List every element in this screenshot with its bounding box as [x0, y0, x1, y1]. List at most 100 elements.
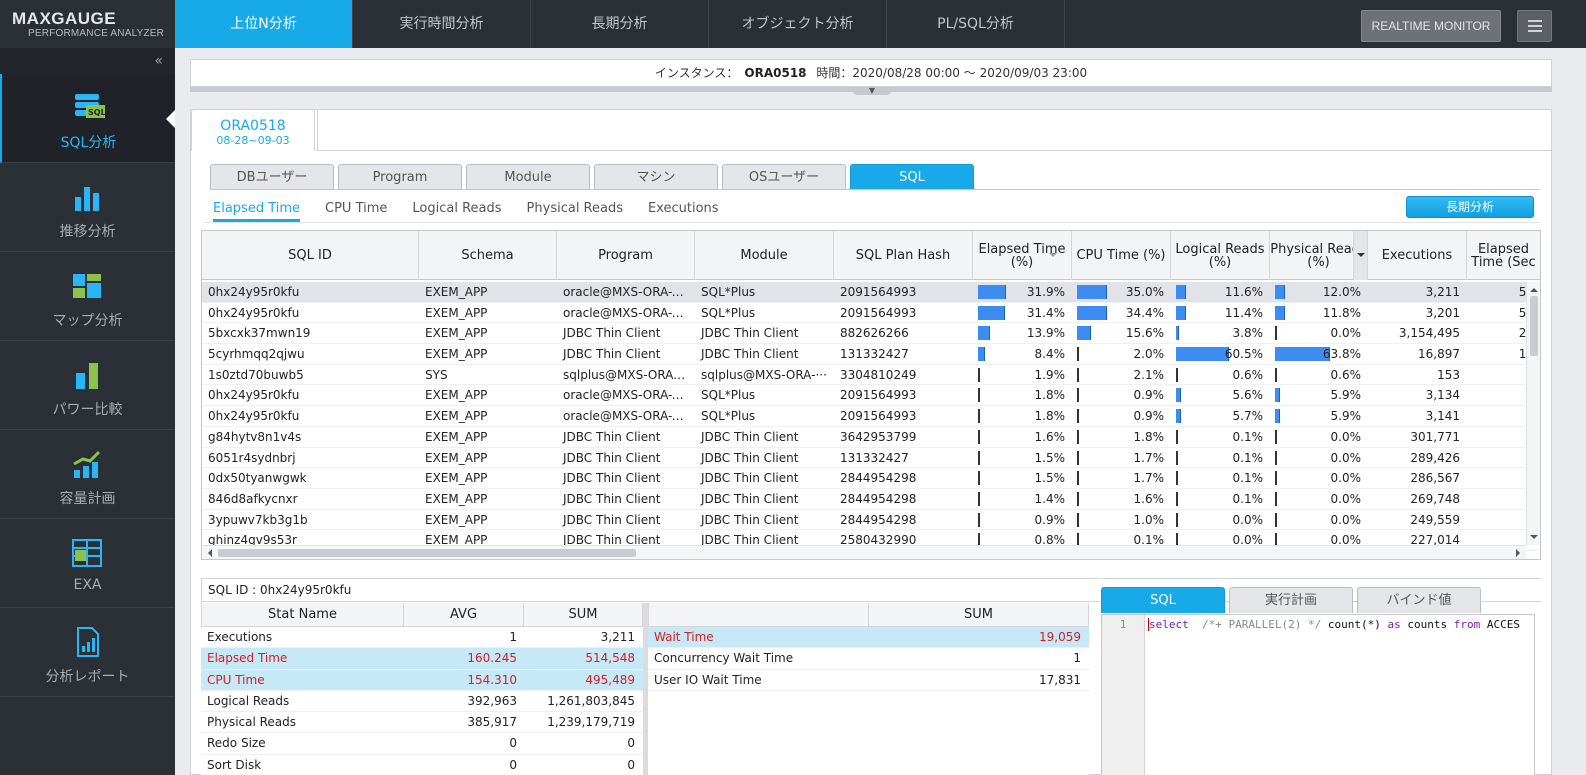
- table-row[interactable]: 0hx24y95r0kfu EXEM_APP oracle@MXS-ORA-V···…: [202, 385, 1540, 407]
- cell-sql-id: 5bxcxk37mwn19: [208, 326, 311, 341]
- tab-db-user[interactable]: DBユーザー: [210, 164, 334, 190]
- vertical-scrollbar[interactable]: [1526, 282, 1540, 545]
- sidebar-item-sql-analysis[interactable]: SQL SQL分析: [0, 74, 175, 163]
- sql-text: (*): [1360, 618, 1388, 631]
- stat-row[interactable]: Redo Size 0 0: [201, 733, 643, 755]
- stat-row[interactable]: Sort Disk 0 0: [201, 755, 643, 775]
- stat-name: Physical Reads: [207, 715, 297, 730]
- pct-value: 0.6%: [1330, 367, 1362, 382]
- stat-name: Redo Size: [207, 736, 266, 751]
- metric-tab-elapsed-time[interactable]: Elapsed Time: [213, 201, 301, 222]
- sidebar-item-analysis-report[interactable]: 分析レポート: [0, 608, 175, 697]
- pct-value: 0.0%: [1330, 512, 1362, 527]
- hamburger-menu-button[interactable]: [1517, 10, 1552, 42]
- tab-object-analysis[interactable]: オブジェクト分析: [709, 0, 887, 48]
- cell-hash: 2091564993: [840, 388, 917, 403]
- sidebar-item-trend-analysis[interactable]: 推移分析: [0, 163, 175, 252]
- grid-header-cell[interactable]: Module: [695, 231, 834, 280]
- stat-sum: 1,239,179,719: [547, 715, 635, 730]
- sidebar-item-capacity-planning[interactable]: 容量計画: [0, 430, 175, 519]
- stat-row[interactable]: Physical Reads 385,917 1,239,179,719: [201, 712, 643, 734]
- panel-splitter[interactable]: [643, 603, 648, 775]
- tab-long-term-analysis[interactable]: 長期分析: [531, 0, 709, 48]
- tab-execution-plan[interactable]: 実行計画: [1229, 587, 1353, 613]
- pct-value: 1.8%: [1034, 409, 1066, 424]
- grid-header-cell[interactable]: Executions: [1368, 231, 1467, 280]
- grid-header-cell[interactable]: SQL ID: [202, 231, 419, 280]
- long-term-analysis-button[interactable]: 長期分析: [1406, 196, 1534, 218]
- table-row[interactable]: 1s0ztd70buwb5 SYS sqlplus@MXS-ORA-··· sqlpl…: [202, 365, 1540, 386]
- table-row[interactable]: g84hytv8n1v4s EXEM_APP JDBC Thin Client JDB…: [202, 427, 1540, 448]
- pct-value: 1.9%: [1034, 367, 1066, 382]
- tab-plsql-analysis[interactable]: PL/SQL分析: [887, 0, 1065, 48]
- instance-tab[interactable]: ORA0518 08-28~09-03: [191, 109, 315, 151]
- cell-physical-pct: 11.8%: [1270, 303, 1368, 323]
- grid-header-cell[interactable]: Program: [557, 231, 695, 280]
- metric-tab-logical-reads[interactable]: Logical Reads: [412, 201, 502, 216]
- grid-header-cell[interactable]: Schema: [419, 231, 557, 280]
- grid-header-cell[interactable]: Elapsed Time (%): [973, 231, 1072, 280]
- realtime-monitor-button[interactable]: REALTIME MONITOR: [1361, 10, 1501, 42]
- cell-module: JDBC Thin Client: [701, 471, 799, 486]
- table-row[interactable]: 0hx24y95r0kfu EXEM_APP oracle@MXS-ORA-V···…: [202, 406, 1540, 427]
- stat-row[interactable]: Logical Reads 392,963 1,261,803,845: [201, 691, 643, 713]
- stat-row[interactable]: Elapsed Time 160.245 514,548: [201, 648, 643, 670]
- table-row[interactable]: 0hx24y95r0kfu EXEM_APP oracle@MXS-ORA-V···…: [202, 282, 1540, 303]
- cell-program: JDBC Thin Client: [563, 429, 661, 444]
- tab-top-n-analysis[interactable]: 上位N分析: [175, 0, 353, 48]
- tab-os-user[interactable]: OSユーザー: [722, 164, 846, 190]
- bar-chart-icon: [75, 187, 99, 211]
- stat-row[interactable]: Executions 1 3,211: [201, 627, 643, 649]
- tab-execution-time-analysis[interactable]: 実行時間分析: [353, 0, 531, 48]
- table-row[interactable]: 5bxcxk37mwn19 EXEM_APP JDBC Thin Client JDB…: [202, 323, 1540, 345]
- table-row[interactable]: 3ypuwv7kb3g1b EXEM_APP JDBC Thin Client JDB…: [202, 510, 1540, 531]
- grid-header-cell[interactable]: SQL Plan Hash: [834, 231, 973, 280]
- grid-header-cell[interactable]: CPU Time (%): [1072, 231, 1171, 280]
- grid-header-cell[interactable]: Logical Reads (%): [1171, 231, 1270, 280]
- grid-header-cell[interactable]: Elapsed Time (Sec: [1467, 231, 1540, 280]
- tab-program[interactable]: Program: [338, 164, 462, 190]
- sidebar-item-power-compare[interactable]: パワー比較: [0, 341, 175, 430]
- pct-value: 0.9%: [1133, 388, 1165, 403]
- tab-bind-values[interactable]: バインド値: [1357, 587, 1481, 613]
- column-menu-icon[interactable]: [1353, 231, 1367, 280]
- sql-editor[interactable]: 1 select /*+ PARALLEL(2) */ count(*) as …: [1101, 614, 1535, 775]
- sort-desc-icon: [1049, 253, 1057, 261]
- expand-toggle-button[interactable]: ▼: [853, 87, 891, 95]
- tab-sql-text[interactable]: SQL: [1101, 587, 1225, 613]
- wait-row[interactable]: User IO Wait Time 17,831: [648, 670, 1089, 691]
- sidebar-item-exa[interactable]: EXA: [0, 519, 175, 608]
- pct-value: 5.6%: [1232, 388, 1264, 403]
- cell-schema: SYS: [425, 367, 448, 382]
- tab-sql[interactable]: SQL: [850, 164, 974, 190]
- tab-module[interactable]: Module: [466, 164, 590, 190]
- cell-elapsed-pct: 1.6%: [973, 427, 1072, 447]
- sidebar-item-map-analysis[interactable]: マップ分析: [0, 252, 175, 341]
- cell-elapsed-pct: 1.8%: [973, 385, 1072, 405]
- pct-value: 0.0%: [1330, 471, 1362, 486]
- sidebar-collapse-button[interactable]: «: [0, 48, 175, 74]
- tab-machine[interactable]: マシン: [594, 164, 718, 190]
- cell-executions: 16,897: [1418, 347, 1460, 362]
- horizontal-scrollbar[interactable]: [202, 545, 1526, 559]
- table-row[interactable]: 0dx50tyanwgwk EXEM_APP JDBC Thin Client JDB…: [202, 468, 1540, 489]
- pct-value: 0.1%: [1232, 491, 1264, 506]
- table-row[interactable]: 5cyrhmqq2qjwu EXEM_APP JDBC Thin Client JDB…: [202, 344, 1540, 365]
- metric-tab-physical-reads[interactable]: Physical Reads: [526, 201, 623, 216]
- metric-tab-cpu-time[interactable]: CPU Time: [325, 201, 388, 216]
- stat-sum: 495,489: [585, 672, 635, 687]
- page-scrollbar[interactable]: [1552, 109, 1561, 775]
- stat-name: Sort Disk: [207, 757, 262, 772]
- grid-header-cell[interactable]: Physical Reads (%): [1270, 231, 1368, 280]
- table-row[interactable]: 6051r4sydnbrj EXEM_APP JDBC Thin Client JDB…: [202, 448, 1540, 469]
- table-row[interactable]: 0hx24y95r0kfu EXEM_APP oracle@MXS-ORA-V···…: [202, 303, 1540, 324]
- metric-tab-executions[interactable]: Executions: [648, 201, 719, 216]
- logo-subtitle: PERFORMANCE ANALYZER: [28, 28, 165, 39]
- wait-row[interactable]: Concurrency Wait Time 1: [648, 648, 1089, 670]
- table-row[interactable]: 846d8afkycnxr EXEM_APP JDBC Thin Client JDB…: [202, 489, 1540, 510]
- wait-row[interactable]: Wait Time 19,059: [648, 627, 1089, 649]
- cell-elapsed-pct: 31.4%: [973, 303, 1072, 323]
- cell-sql-id: 0hx24y95r0kfu: [208, 285, 300, 299]
- stat-row[interactable]: CPU Time 154.310 495,489: [201, 669, 643, 691]
- stat-header-avg: AVG: [404, 603, 524, 626]
